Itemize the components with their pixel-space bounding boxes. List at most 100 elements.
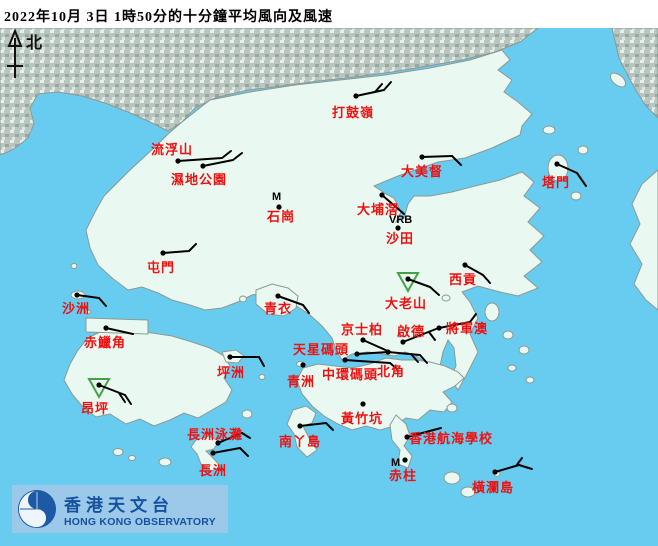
- station-dot: [175, 158, 181, 164]
- page-title: 2022年10月 3日 1時50分的十分鐘平均風向及風速: [0, 0, 658, 28]
- station-star-ferry: 天星碼頭: [293, 342, 389, 357]
- wind-barb: [98, 297, 107, 307]
- station-label: 石崗: [266, 209, 295, 224]
- islet: [441, 294, 451, 302]
- station-label: 長洲泳灘: [187, 427, 243, 442]
- hko-logo: 香港天文台 HONG KONG OBSERVATORY: [12, 485, 228, 533]
- wind-barb: [406, 427, 442, 438]
- station-label: 昂坪: [81, 401, 109, 416]
- wind-barb: [451, 155, 462, 166]
- station-label: 濕地公園: [171, 172, 227, 187]
- station-sha-chau: 沙洲: [62, 292, 107, 316]
- wind-barb: [410, 353, 419, 363]
- station-label: 南丫島: [279, 434, 321, 449]
- stanley-peninsula: [389, 414, 413, 469]
- station-dot: [74, 292, 80, 298]
- mainland-urban-area: [0, 27, 540, 156]
- wind-barb: [389, 362, 398, 370]
- station-dot: [360, 401, 366, 407]
- station-label: 赤柱: [389, 468, 417, 483]
- wind-barb: [383, 81, 392, 91]
- islet: [85, 309, 91, 315]
- station-tap-mun: 塔門: [542, 161, 587, 190]
- wind-barb: [258, 356, 265, 367]
- islet: [460, 486, 476, 498]
- wind-barb: [482, 274, 491, 284]
- station-label: 橫瀾島: [472, 480, 514, 495]
- po-toi-island: [443, 471, 461, 485]
- wind-barb: [518, 464, 533, 470]
- station-wong-chuk-hang: 黃竹坑: [340, 401, 382, 426]
- wind-barb: [98, 384, 126, 396]
- wind-barb: [464, 264, 484, 276]
- station-waglan-island: 橫瀾島: [472, 457, 533, 495]
- station-dot: [215, 440, 221, 446]
- station-label: 大埔滘: [357, 202, 399, 217]
- wind-barb: [515, 457, 523, 467]
- station-green-island: 青洲: [287, 362, 314, 389]
- station-dot: [462, 262, 468, 268]
- station-dot: [96, 382, 102, 388]
- wind-barb: [302, 304, 310, 314]
- station-dot: [276, 204, 282, 210]
- station-dot: [200, 163, 206, 169]
- wind-barb: [469, 313, 477, 323]
- wind-barb: [118, 392, 126, 403]
- wind-barb: [241, 432, 251, 439]
- port-island: [570, 191, 582, 201]
- hei-ling-chau: [241, 409, 253, 419]
- wind-barb: [344, 359, 391, 364]
- wind-barb: [355, 89, 385, 97]
- soko-islands: [112, 448, 124, 456]
- tung-lung-island: [446, 403, 458, 413]
- station-dot: [300, 362, 306, 368]
- station-label: 塔門: [542, 175, 570, 190]
- station-dot: [342, 357, 348, 363]
- islet: [128, 455, 136, 461]
- station-north-point: 北角: [377, 349, 428, 379]
- station-label: 打鼓嶺: [332, 105, 374, 120]
- hko-logo-icon: [17, 489, 57, 529]
- station-stanley: M赤柱: [389, 457, 417, 483]
- wind-barb: [162, 250, 190, 254]
- north-arrow: 北: [7, 28, 42, 78]
- islet: [525, 376, 535, 384]
- station-dot: [419, 154, 425, 160]
- station-dot: [554, 161, 560, 167]
- station-label: 北角: [377, 364, 405, 379]
- wind-barb: [76, 294, 100, 299]
- hong-kong-island: [296, 357, 465, 431]
- station-shek-kong: M 石崗: [266, 191, 295, 224]
- islet: [518, 345, 530, 355]
- kau-yi-chau: [258, 374, 266, 380]
- station-flag-m: M: [272, 191, 281, 203]
- station-dot: [227, 354, 233, 360]
- wind-barb: [221, 150, 232, 159]
- station-sai-kung: 西貢: [449, 262, 491, 287]
- station-dot: [402, 457, 408, 463]
- wind-barb: [402, 328, 437, 343]
- station-dot: [275, 293, 281, 299]
- wind-barb: [362, 339, 391, 353]
- station-tai-po-kau: 大埔滘: [357, 192, 405, 217]
- wind-barb: [325, 422, 334, 431]
- station-flag-m: M: [391, 457, 400, 469]
- station-label: 長洲: [199, 463, 227, 478]
- station-label: 西貢: [449, 272, 477, 287]
- station-ngong-ping: 昂坪: [81, 378, 132, 416]
- calm-triangle-marker: [87, 378, 111, 400]
- wind-barb: [556, 163, 578, 174]
- wind-barb: [177, 157, 223, 162]
- station-label: 啟德: [397, 324, 425, 339]
- station-dot: [404, 434, 410, 440]
- station-dot: [103, 325, 109, 331]
- station-dot: [492, 469, 498, 475]
- east-shore-land: [629, 169, 658, 311]
- station-dot: [385, 349, 391, 355]
- station-tsing-yi: 青衣: [264, 293, 310, 316]
- station-tuen-mun: 屯門: [147, 243, 197, 275]
- calm-triangle-marker: [396, 272, 420, 294]
- wind-barb: [381, 194, 405, 215]
- station-dot: [395, 225, 401, 231]
